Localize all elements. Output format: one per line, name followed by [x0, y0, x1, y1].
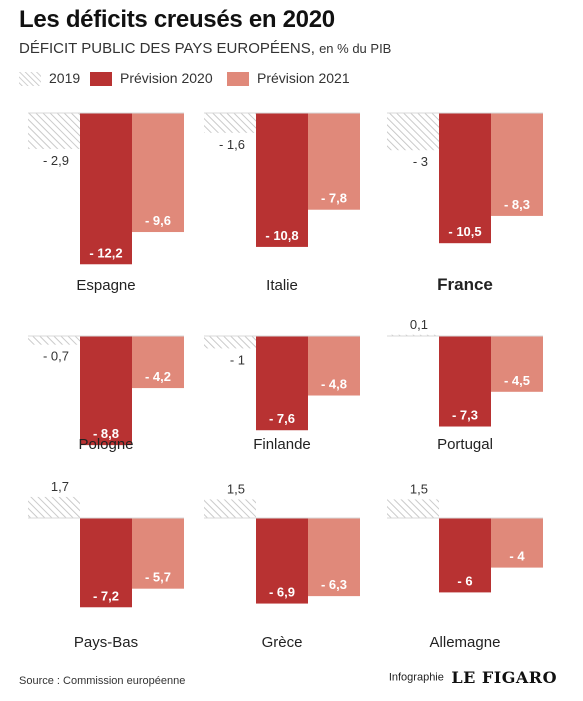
- value-label-pays-bas-2021: - 5,7: [145, 570, 171, 585]
- country-label-pays-bas: Pays-Bas: [74, 634, 138, 651]
- bar-pologne-2021: [132, 336, 184, 389]
- legend-label-2019: 2019: [49, 70, 81, 86]
- panel-finlande: - 1 - 7,6 - 4,8 Finlande: [204, 335, 360, 453]
- bar-portugal-2019: [387, 334, 439, 336]
- panel-allemagne: 1,5 - 6 - 4 Allemagne: [387, 481, 543, 651]
- legend-swatch-2020: [90, 72, 112, 86]
- country-label-espagne: Espagne: [76, 277, 135, 294]
- value-label-espagne-2020: - 12,2: [89, 245, 122, 260]
- value-label-espagne-2021: - 9,6: [145, 213, 171, 228]
- value-label-france-2021: - 8,3: [504, 197, 530, 212]
- bar-italie-2020: [256, 113, 308, 247]
- bar-portugal-2021: [491, 336, 543, 392]
- legend-label-2020: Prévision 2020: [120, 70, 213, 86]
- bar-france-2020: [439, 113, 491, 244]
- bar-france-2019: [387, 113, 439, 151]
- value-label-italie-2020: - 10,8: [265, 228, 298, 243]
- country-label-allemagne: Allemagne: [430, 634, 501, 651]
- chart-title: Les déficits creusés en 2020: [19, 6, 335, 33]
- value-label-allemagne-2021: - 4: [509, 549, 525, 564]
- value-label-portugal-2019: 0,1: [410, 317, 428, 332]
- bar-france-2021: [491, 113, 543, 216]
- country-label-pologne: Pologne: [78, 436, 133, 453]
- country-label-italie: Italie: [266, 277, 298, 294]
- bar-pays-bas-2020: [80, 518, 132, 608]
- panel-france: - 3 - 10,5 - 8,3 France: [387, 112, 543, 294]
- bar-allemagne-2019: [387, 499, 439, 518]
- bar-allemagne-2021: [491, 518, 543, 568]
- bar-allemagne-2020: [439, 518, 491, 593]
- value-label-grece-2020: - 6,9: [269, 585, 295, 600]
- value-label-finlande-2020: - 7,6: [269, 411, 295, 426]
- value-label-allemagne-2020: - 6: [457, 573, 472, 588]
- value-label-grece-2019: 1,5: [227, 481, 245, 496]
- country-label-portugal: Portugal: [437, 436, 493, 453]
- value-label-portugal-2021: - 4,5: [504, 373, 530, 388]
- bar-pays-bas-2019: [28, 496, 80, 518]
- value-label-finlande-2021: - 4,8: [321, 377, 347, 392]
- legend-swatch-2019: [19, 72, 41, 86]
- bar-grece-2019: [204, 499, 256, 518]
- bar-espagne-2019: [28, 113, 80, 149]
- value-label-pologne-2019: - 0,7: [43, 349, 69, 364]
- value-label-portugal-2020: - 7,3: [452, 408, 478, 423]
- value-label-italie-2019: - 1,6: [219, 137, 245, 152]
- panel-grece: 1,5 - 6,9 - 6,3 Grèce: [204, 481, 360, 651]
- panel-espagne: - 2,9 - 12,2 - 9,6 Espagne: [28, 112, 184, 294]
- value-label-france-2020: - 10,5: [448, 224, 481, 239]
- value-label-pologne-2021: - 4,2: [145, 369, 171, 384]
- panel-portugal: 0,1 - 7,3 - 4,5 Portugal: [387, 317, 543, 453]
- subtitle-main: DÉFICIT PUBLIC DES PAYS EUROPÉENS,: [19, 40, 315, 57]
- bar-grece-2021: [308, 518, 360, 597]
- bar-finlande-2021: [308, 336, 360, 396]
- bar-finlande-2019: [204, 336, 256, 349]
- le-figaro-logo: LE FIGARO: [451, 668, 557, 687]
- country-label-france: France: [437, 275, 493, 294]
- bar-espagne-2021: [132, 113, 184, 233]
- chart-subtitle: DÉFICIT PUBLIC DES PAYS EUROPÉENS, en % …: [19, 40, 391, 57]
- value-label-pologne-2020: - 8,8: [93, 426, 119, 441]
- bar-pologne-2020: [80, 336, 132, 446]
- value-label-pays-bas-2020: - 7,2: [93, 588, 119, 603]
- subtitle-unit: en % du PIB: [319, 41, 392, 56]
- value-label-espagne-2019: - 2,9: [43, 153, 69, 168]
- bar-pologne-2019: [28, 336, 80, 345]
- legend-label-2021: Prévision 2021: [257, 70, 350, 86]
- source-note: Source : Commission européenne: [19, 675, 186, 687]
- country-label-finlande: Finlande: [253, 436, 311, 453]
- bar-grece-2020: [256, 518, 308, 604]
- country-label-grece: Grèce: [262, 634, 303, 651]
- bar-pays-bas-2021: [132, 518, 184, 589]
- bar-italie-2019: [204, 113, 256, 133]
- panel-pays-bas: 1,7 - 7,2 - 5,7 Pays-Bas: [28, 479, 184, 651]
- legend-swatch-2021: [227, 72, 249, 86]
- bar-portugal-2020: [439, 336, 491, 427]
- credit-prefix: Infographie: [388, 671, 444, 684]
- value-label-italie-2021: - 7,8: [321, 191, 347, 206]
- bar-finlande-2020: [256, 336, 308, 431]
- value-label-france-2019: - 3: [413, 154, 428, 169]
- value-label-allemagne-2019: 1,5: [410, 481, 428, 496]
- bar-espagne-2020: [80, 113, 132, 265]
- bar-italie-2021: [308, 113, 360, 210]
- panel-pologne: - 0,7 - 8,8 - 4,2 Pologne: [28, 335, 184, 453]
- value-label-finlande-2019: - 1: [230, 352, 245, 367]
- value-label-pays-bas-2019: 1,7: [51, 479, 69, 494]
- value-label-grece-2021: - 6,3: [321, 577, 347, 592]
- credit: Infographie LE FIGARO: [389, 668, 557, 687]
- panel-italie: - 1,6 - 10,8 - 7,8 Italie: [204, 112, 360, 294]
